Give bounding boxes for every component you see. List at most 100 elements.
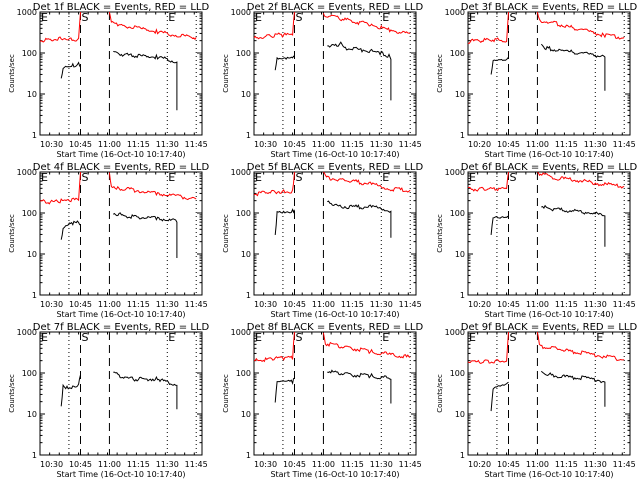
series-line-events — [60, 220, 81, 240]
x-axis-label: Start Time (16-Oct-10 10:17:40) — [484, 150, 613, 159]
x-axis-label: Start Time (16-Oct-10 10:17:40) — [484, 310, 613, 319]
series-line-lld — [108, 11, 197, 41]
x-tick-label: 11:45 — [399, 300, 422, 309]
panel-det-2f: Det 2f BLACK = Events, RED = LLD 1 10 100 10… — [222, 2, 423, 159]
marker-label-e: E — [255, 331, 262, 344]
x-tick-label: 10:30 — [40, 140, 63, 149]
series-line-lld — [108, 172, 197, 201]
y-tick-label: 100 — [450, 369, 465, 378]
x-tick-label: 10:45 — [497, 140, 520, 149]
y-axis-label: Counts/sec — [222, 214, 230, 253]
series-line-events — [490, 381, 509, 412]
plot-frame — [467, 331, 631, 456]
y-axis-label: Counts/sec — [8, 214, 16, 253]
x-tick-label: 11:15 — [127, 300, 150, 309]
y-tick-label: 1 — [460, 451, 465, 460]
x-tick-label: 11:30 — [370, 460, 393, 469]
series-line-events — [274, 55, 295, 71]
series-line-events — [490, 56, 509, 75]
y-tick-label: 1000 — [17, 328, 37, 337]
x-tick-label: 10:45 — [283, 300, 306, 309]
x-tick-label: 11:15 — [555, 300, 578, 309]
x-tick-label: 11:30 — [370, 140, 393, 149]
x-tick-label: 11:45 — [185, 460, 208, 469]
x-tick-label: 10:30 — [254, 460, 277, 469]
y-axis-label: Counts/sec — [222, 54, 230, 93]
y-tick-label: 1 — [460, 291, 465, 300]
marker-label-e: E — [168, 331, 175, 344]
y-tick-label: 1 — [32, 451, 37, 460]
series-line-events — [60, 374, 81, 407]
series-line-lld — [467, 331, 509, 364]
y-tick-label: 100 — [236, 369, 251, 378]
y-tick-label: 1 — [32, 291, 37, 300]
marker-label-e: E — [596, 331, 603, 344]
x-tick-label: 11:30 — [156, 140, 179, 149]
panel-title: Det 8f BLACK = Events, RED = LLD — [247, 322, 424, 333]
x-tick-label: 11:00 — [98, 460, 121, 469]
y-tick-label: 1000 — [17, 8, 37, 17]
x-tick-label: 11:00 — [526, 460, 549, 469]
marker-label-e: E — [469, 331, 476, 344]
x-axis-label: Start Time (16-Oct-10 10:17:40) — [56, 470, 185, 479]
marker-label-e: E — [255, 171, 262, 184]
y-tick-label: 100 — [22, 209, 37, 218]
y-tick-label: 100 — [236, 209, 251, 218]
panel-title: Det 6f BLACK = Events, RED = LLD — [461, 162, 638, 173]
x-tick-label: 10:45 — [69, 460, 92, 469]
series-line-events — [540, 370, 606, 407]
series-line-events — [327, 369, 392, 404]
y-tick-label: 100 — [450, 209, 465, 218]
series-line-lld — [468, 11, 509, 44]
marker-label-e: E — [596, 171, 603, 184]
marker-label-e: E — [382, 331, 389, 344]
y-tick-label: 10 — [27, 250, 37, 259]
x-axis-label: Start Time (16-Oct-10 10:17:40) — [56, 150, 185, 159]
series-line-events — [113, 50, 178, 111]
x-tick-label: 11:45 — [399, 460, 422, 469]
marker-label-s: S — [510, 11, 517, 24]
y-tick-label: 1000 — [231, 328, 251, 337]
panel-det-7f: Det 7f BLACK = Events, RED = LLD 1 10 100 10… — [8, 322, 209, 479]
y-tick-label: 100 — [236, 49, 251, 58]
marker-label-e: E — [382, 11, 389, 24]
x-tick-label: 11:00 — [526, 300, 549, 309]
x-tick-label: 11:45 — [399, 140, 422, 149]
y-axis-label: Counts/sec — [436, 214, 444, 253]
series-line-events — [274, 208, 295, 235]
x-tick-label: 10:45 — [283, 140, 306, 149]
y-tick-label: 10 — [455, 250, 465, 259]
plot-frame — [467, 171, 631, 296]
panel-title: Det 7f BLACK = Events, RED = LLD — [33, 322, 210, 333]
x-tick-label: 11:00 — [312, 460, 335, 469]
series-line-lld — [39, 171, 81, 205]
marker-label-e: E — [168, 11, 175, 24]
series-line-events — [274, 377, 295, 403]
y-tick-label: 1 — [246, 291, 251, 300]
y-tick-label: 10 — [455, 90, 465, 99]
series-line-events — [540, 43, 606, 91]
x-tick-label: 10:45 — [69, 140, 92, 149]
y-tick-label: 10 — [241, 250, 251, 259]
series-line-lld — [537, 171, 625, 189]
plot-frame — [253, 171, 417, 296]
x-axis-label: Start Time (16-Oct-10 10:17:40) — [270, 150, 399, 159]
x-tick-label: 10:30 — [254, 140, 277, 149]
x-tick-label: 11:45 — [185, 300, 208, 309]
x-axis-label: Start Time (16-Oct-10 10:17:40) — [270, 470, 399, 479]
x-tick-label: 11:00 — [98, 140, 121, 149]
marker-label-e: E — [469, 171, 476, 184]
x-tick-label: 10:30 — [40, 460, 63, 469]
y-tick-label: 1000 — [445, 168, 465, 177]
series-line-events — [113, 212, 178, 258]
marker-label-s: S — [510, 331, 517, 344]
marker-label-s: S — [296, 331, 303, 344]
marker-label-e: E — [41, 331, 48, 344]
marker-label-e: E — [469, 11, 476, 24]
x-tick-label: 11:00 — [526, 140, 549, 149]
panel-det-4f: Det 4f BLACK = Events, RED = LLD 1 10 100 10… — [8, 162, 209, 319]
x-tick-label: 10:30 — [254, 300, 277, 309]
panel-title: Det 2f BLACK = Events, RED = LLD — [247, 2, 424, 13]
x-axis-label: Start Time (16-Oct-10 10:17:40) — [270, 310, 399, 319]
x-tick-label: 11:30 — [156, 300, 179, 309]
